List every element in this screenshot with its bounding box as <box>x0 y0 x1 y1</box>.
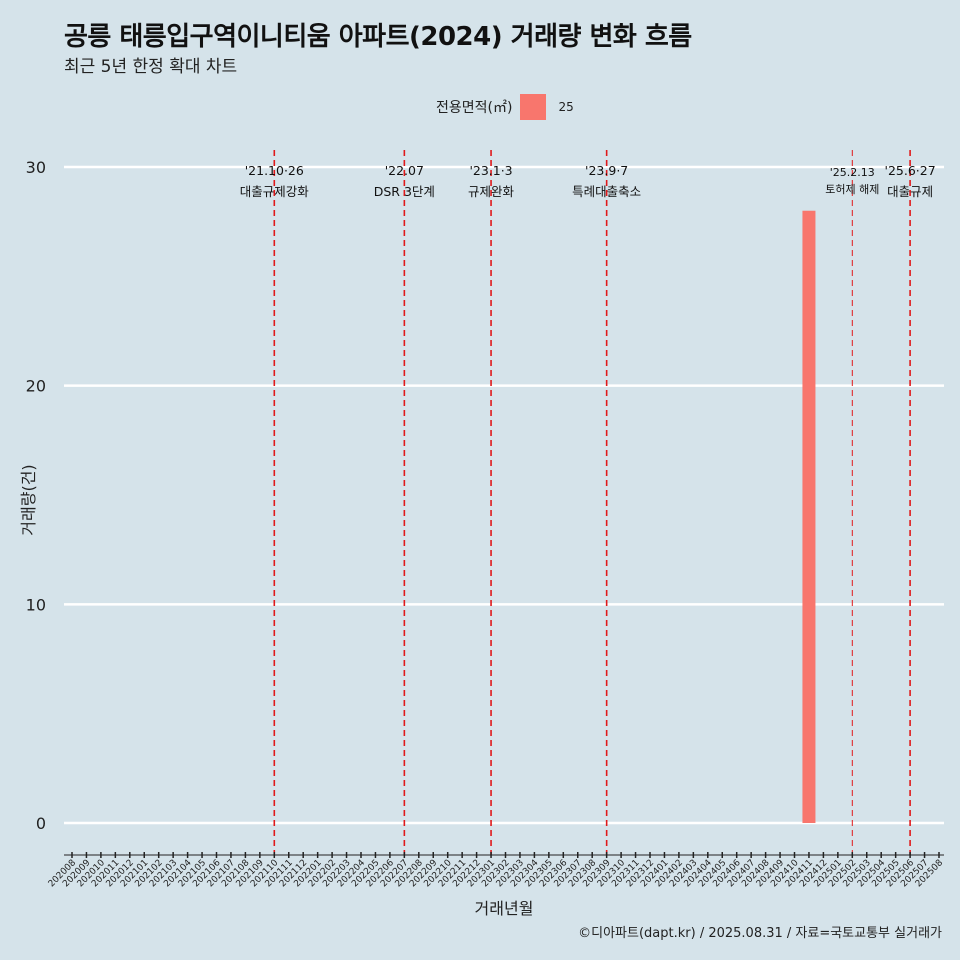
event-date-label: '23.1·3 <box>469 163 512 178</box>
event-date-label: '21.10·26 <box>245 163 304 178</box>
event-name-label: 특례대출축소 <box>572 184 641 199</box>
event-date-label: '25.2.13 <box>830 166 875 179</box>
x-axis-title: 거래년월 <box>475 899 534 918</box>
event-name-label: DSR 3단계 <box>374 184 435 199</box>
event-date-label: '25.6·27 <box>885 163 936 178</box>
event-name-label: 토허제 해제 <box>825 182 879 196</box>
legend-label-25: 25 <box>558 100 574 114</box>
event-name-label: 대출규제강화 <box>240 184 310 199</box>
event-date-label: '23.9·7 <box>585 163 628 178</box>
y-tick-label: 0 <box>36 814 46 833</box>
y-tick-label: 10 <box>26 595 46 614</box>
source-caption: ©디아파트(dapt.kr) / 2025.08.31 / 자료=국토교통부 실… <box>578 926 942 941</box>
y-tick-label: 20 <box>26 377 46 396</box>
y-tick-label: 30 <box>26 158 46 177</box>
legend-key-25 <box>520 94 547 120</box>
y-axis-title: 거래량(건) <box>19 464 38 535</box>
event-date-label: '22.07 <box>385 163 424 178</box>
legend: 전용면적(㎡) 25 <box>436 94 574 120</box>
bar-202411 <box>802 210 816 823</box>
event-name-label: 대출규제 <box>887 184 933 199</box>
legend-title: 전용면적(㎡) <box>436 100 513 116</box>
event-name-label: 규제완화 <box>468 184 515 199</box>
chart-title: 공릉 태릉입구역이니티움 아파트(2024) 거래량 변화 흐름 <box>64 22 692 52</box>
chart-subtitle: 최근 5년 한정 확대 차트 <box>64 57 238 77</box>
